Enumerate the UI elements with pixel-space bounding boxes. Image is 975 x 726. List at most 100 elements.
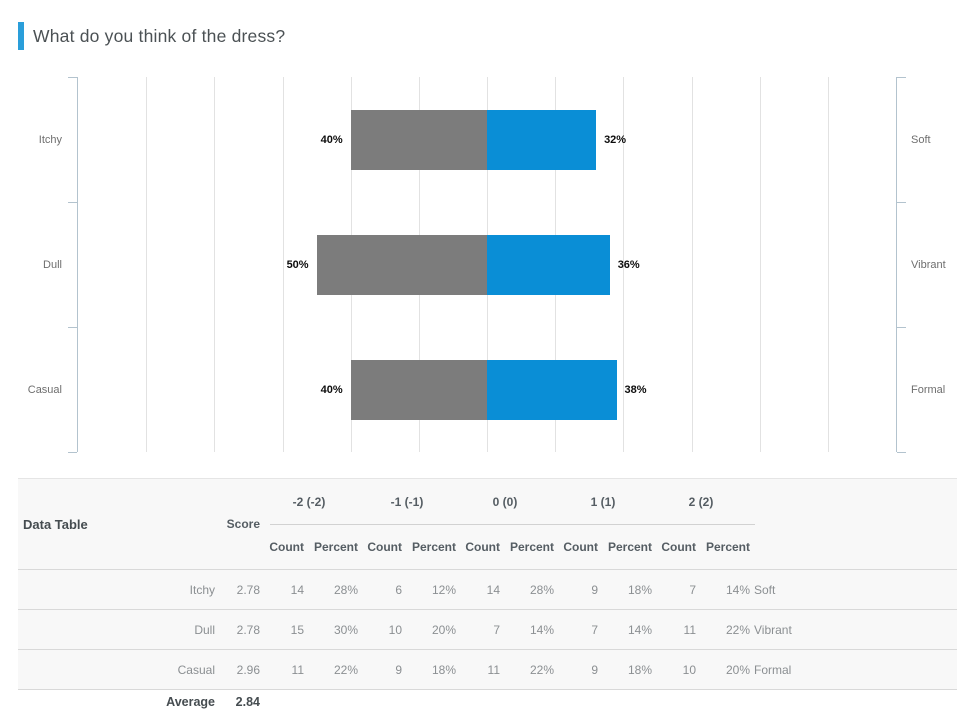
row-right-label: Formal: [754, 662, 792, 677]
percent-cell: 14%: [529, 622, 554, 637]
count-cell: 11: [487, 662, 500, 677]
chart-plot-area: 40% 32% 50% 36% 40% 38%: [68, 77, 906, 453]
row-right-label: Soft: [754, 582, 776, 597]
gridline: [282, 77, 284, 452]
negative-bar: [316, 234, 487, 295]
row-right-label: Vibrant: [911, 258, 946, 271]
question-title: What do you think of the dress?: [33, 25, 286, 46]
group-header-pos2: 2 (2): [688, 494, 714, 509]
group-header-neg2: -2 (-2): [292, 494, 326, 509]
data-table-header: Data Table Score -2 (-2) -1 (-1) 0 (0) 1…: [18, 479, 957, 570]
count-subheader: Count: [367, 539, 402, 554]
average-row: Average 2.84: [18, 685, 957, 718]
count-cell: 7: [493, 622, 500, 637]
positive-bar: [487, 234, 610, 295]
percent-cell: 18%: [431, 662, 456, 677]
percent-cell: 22%: [725, 622, 750, 637]
count-cell: 14: [290, 582, 304, 597]
group-header-zero: 0 (0): [492, 494, 518, 509]
count-cell: 10: [682, 662, 696, 677]
question-header: What do you think of the dress?: [18, 21, 285, 51]
gridline: [827, 77, 829, 452]
negative-bar: [350, 109, 487, 170]
count-subheader: Count: [661, 539, 696, 554]
row-score-value: 2.78: [236, 582, 260, 597]
percent-cell: 12%: [431, 582, 456, 597]
percent-cell: 22%: [529, 662, 554, 677]
row-left-label: Dull: [43, 258, 62, 271]
data-table: Data Table Score -2 (-2) -1 (-1) 0 (0) 1…: [18, 478, 957, 690]
count-subheader: Count: [563, 539, 598, 554]
percent-cell: 28%: [529, 582, 554, 597]
axis-tick: [68, 202, 77, 203]
question-accent-bar: [18, 22, 24, 50]
axis-tick: [897, 452, 906, 453]
positive-bar-value: 38%: [624, 383, 647, 396]
row-category-label: Itchy: [189, 582, 215, 597]
count-cell: 15: [290, 622, 304, 637]
percent-cell: 28%: [333, 582, 358, 597]
percent-subheader: Percent: [607, 539, 652, 554]
row-right-label: Vibrant: [754, 622, 792, 637]
count-cell: 14: [486, 582, 500, 597]
percent-subheader: Percent: [313, 539, 358, 554]
data-table-body: Itchy 2.78 14 28% 6 12% 14 28% 9 18% 7 14% Soft Dull 2…: [18, 570, 957, 690]
count-cell: 9: [591, 582, 598, 597]
percent-subheader: Percent: [509, 539, 554, 554]
gridline: [146, 77, 148, 452]
positive-bar-value: 36%: [617, 258, 640, 271]
count-cell: 10: [388, 622, 402, 637]
percent-cell: 20%: [431, 622, 456, 637]
percent-cell: 20%: [725, 662, 750, 677]
percent-subheader: Percent: [411, 539, 456, 554]
row-category-label: Casual: [177, 662, 215, 677]
percent-cell: 30%: [333, 622, 358, 637]
average-value: 2.84: [235, 694, 260, 709]
row-left-label: Casual: [27, 383, 62, 396]
negative-bar-value: 40%: [320, 133, 343, 146]
gridline: [623, 77, 625, 452]
row-right-label: Formal: [911, 383, 946, 396]
percent-subheader: Percent: [705, 539, 750, 554]
percent-cell: 18%: [627, 662, 652, 677]
negative-bar: [350, 359, 487, 420]
negative-bar-value: 50%: [286, 258, 309, 271]
percent-cell: 18%: [627, 582, 652, 597]
count-cell: 7: [689, 582, 696, 597]
gridline: [759, 77, 761, 452]
table-row: Itchy 2.78 14 28% 6 12% 14 28% 9 18% 7 14% Soft: [18, 570, 957, 610]
count-cell: 11: [291, 662, 304, 677]
count-subheader: Count: [269, 539, 304, 554]
positive-bar: [487, 359, 617, 420]
table-row: Dull 2.78 15 30% 10 20% 7 14% 7 14% 11 22% Vibrant: [18, 610, 957, 650]
count-cell: 9: [591, 662, 598, 677]
gridline: [691, 77, 693, 452]
group-header-divider: [270, 524, 755, 525]
row-score-value: 2.96: [236, 662, 260, 677]
count-cell: 11: [683, 622, 696, 637]
group-header-pos1: 1 (1): [590, 494, 616, 509]
axis-tick: [897, 77, 906, 78]
count-subheader: Count: [465, 539, 500, 554]
row-left-label: Itchy: [38, 133, 62, 146]
row-category-label: Dull: [194, 622, 215, 637]
axis-tick: [68, 77, 77, 78]
percent-cell: 22%: [333, 662, 358, 677]
row-score-value: 2.78: [236, 622, 260, 637]
table-row: Casual 2.96 11 22% 9 18% 11 22% 9 18% 10 20% Formal: [18, 650, 957, 690]
axis-tick: [68, 327, 77, 328]
count-cell: 9: [395, 662, 402, 677]
row-right-label: Soft: [911, 133, 931, 146]
group-header-neg1: -1 (-1): [390, 494, 424, 509]
positive-bar: [487, 109, 597, 170]
average-label: Average: [166, 694, 215, 709]
positive-bar-value: 32%: [604, 133, 627, 146]
percent-cell: 14%: [725, 582, 750, 597]
score-column-header: Score: [226, 517, 260, 531]
negative-bar-value: 40%: [320, 383, 343, 396]
axis-tick: [68, 452, 77, 453]
count-cell: 6: [395, 582, 402, 597]
gridline: [214, 77, 216, 452]
axis-tick: [897, 202, 906, 203]
